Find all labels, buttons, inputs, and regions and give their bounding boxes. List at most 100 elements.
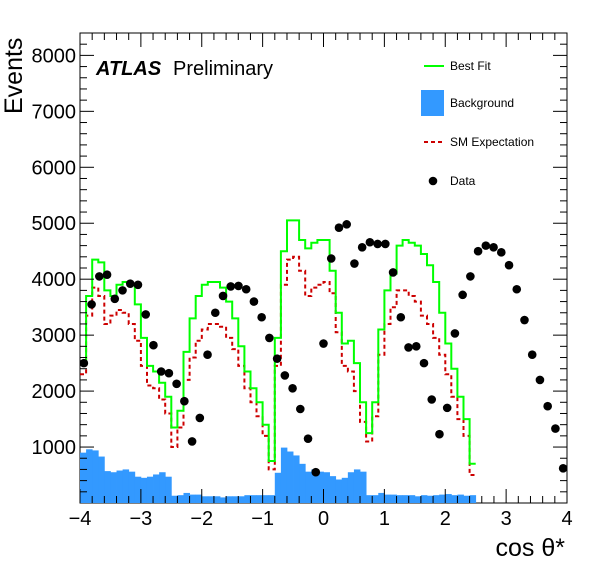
background-bin xyxy=(189,494,197,503)
background-bin xyxy=(134,476,142,503)
data-point xyxy=(79,358,89,368)
y-tick-label: 1000 xyxy=(32,437,77,459)
background-bin xyxy=(213,496,221,503)
background-bin xyxy=(171,495,178,503)
x-tick-label: 1 xyxy=(379,508,390,530)
sm-expectation-histogram xyxy=(80,255,476,476)
background-bin xyxy=(420,495,428,503)
background-bin xyxy=(384,494,391,503)
experiment-label: ATLAS xyxy=(95,58,162,80)
background-bin xyxy=(146,476,154,503)
data-point xyxy=(365,237,375,247)
y-axis-title: Events xyxy=(0,38,28,114)
data-point xyxy=(404,343,413,352)
background-bin xyxy=(122,469,130,503)
data-point xyxy=(241,284,251,294)
background-bin xyxy=(353,469,361,503)
background-bin xyxy=(360,471,367,503)
data-point xyxy=(512,284,522,294)
x-tick-label: −4 xyxy=(69,508,92,530)
data-point xyxy=(156,367,166,376)
legend-label: Best Fit xyxy=(450,59,491,73)
x-axis: −4 −3 −2 −1 0 1 2 3 4 xyxy=(69,508,573,530)
legend-label: SM Expectation xyxy=(450,135,534,149)
background-bin xyxy=(402,495,410,503)
data-point xyxy=(288,383,297,393)
background-bin xyxy=(293,455,300,503)
x-tick-label: −3 xyxy=(129,508,152,530)
background-bin xyxy=(390,494,397,503)
data-point xyxy=(118,286,127,295)
axis-ticks xyxy=(79,32,568,503)
background-bin xyxy=(165,476,172,503)
data-point xyxy=(95,272,104,281)
data-point xyxy=(218,291,228,301)
background-bin xyxy=(220,497,227,503)
data-point xyxy=(411,342,421,351)
data-point xyxy=(458,290,467,300)
legend-symbol xyxy=(421,90,444,116)
x-axis-title: cos θ* xyxy=(496,534,566,562)
y-tick-label: 3000 xyxy=(32,325,77,347)
data-point xyxy=(195,413,205,423)
background-bin xyxy=(305,471,312,503)
data-point xyxy=(350,259,359,268)
background-bin xyxy=(317,471,324,503)
background-bin xyxy=(98,456,105,503)
data-point xyxy=(520,315,529,325)
x-tick-label: 2 xyxy=(440,508,451,530)
background-bin xyxy=(274,472,282,503)
background-bin xyxy=(341,477,349,503)
data-point xyxy=(125,279,135,288)
y-tick-label: 8000 xyxy=(32,45,77,67)
data-point xyxy=(489,242,498,252)
data-point xyxy=(396,312,406,322)
data-point xyxy=(110,294,120,304)
legend-label: Data xyxy=(450,174,476,188)
x-tick-label: 3 xyxy=(501,508,512,530)
y-tick-label: 5000 xyxy=(32,213,77,235)
y-tick-label: 6000 xyxy=(32,157,77,179)
data-point xyxy=(373,239,382,249)
background-bin xyxy=(463,495,470,503)
background-bin xyxy=(408,495,416,503)
data-point xyxy=(419,358,429,368)
data-point xyxy=(427,395,437,404)
background-bin xyxy=(238,496,245,503)
background-bin xyxy=(457,494,464,503)
data-point xyxy=(527,350,537,360)
y-tick-label: 2000 xyxy=(32,381,77,403)
data-point xyxy=(481,241,491,250)
data-point xyxy=(442,403,452,413)
data-point xyxy=(473,246,483,256)
data-point xyxy=(164,368,174,378)
data-point xyxy=(280,371,290,380)
data-point xyxy=(496,248,506,257)
data-point xyxy=(543,401,552,411)
background-bin xyxy=(80,452,87,503)
data-point xyxy=(326,254,336,263)
background-bin xyxy=(116,470,124,503)
background-bin xyxy=(347,472,355,503)
background-bin xyxy=(286,451,294,503)
background-bin xyxy=(232,496,239,503)
data-point xyxy=(303,434,313,443)
background-bin xyxy=(439,494,446,503)
background-bin xyxy=(159,472,166,503)
background-bin xyxy=(329,476,337,503)
data-point xyxy=(388,268,398,277)
background-bin xyxy=(207,496,215,503)
data-point xyxy=(551,424,560,433)
background-bin xyxy=(153,474,160,503)
background-bin xyxy=(299,463,306,503)
data-point xyxy=(435,429,444,439)
background-bin xyxy=(244,495,251,503)
data-point xyxy=(187,437,197,446)
background-bin xyxy=(311,469,318,503)
data-point xyxy=(558,464,568,473)
background-bin xyxy=(262,495,270,503)
background-bin xyxy=(110,472,117,503)
sm-expectation-line xyxy=(80,255,476,476)
data-point xyxy=(319,339,328,348)
